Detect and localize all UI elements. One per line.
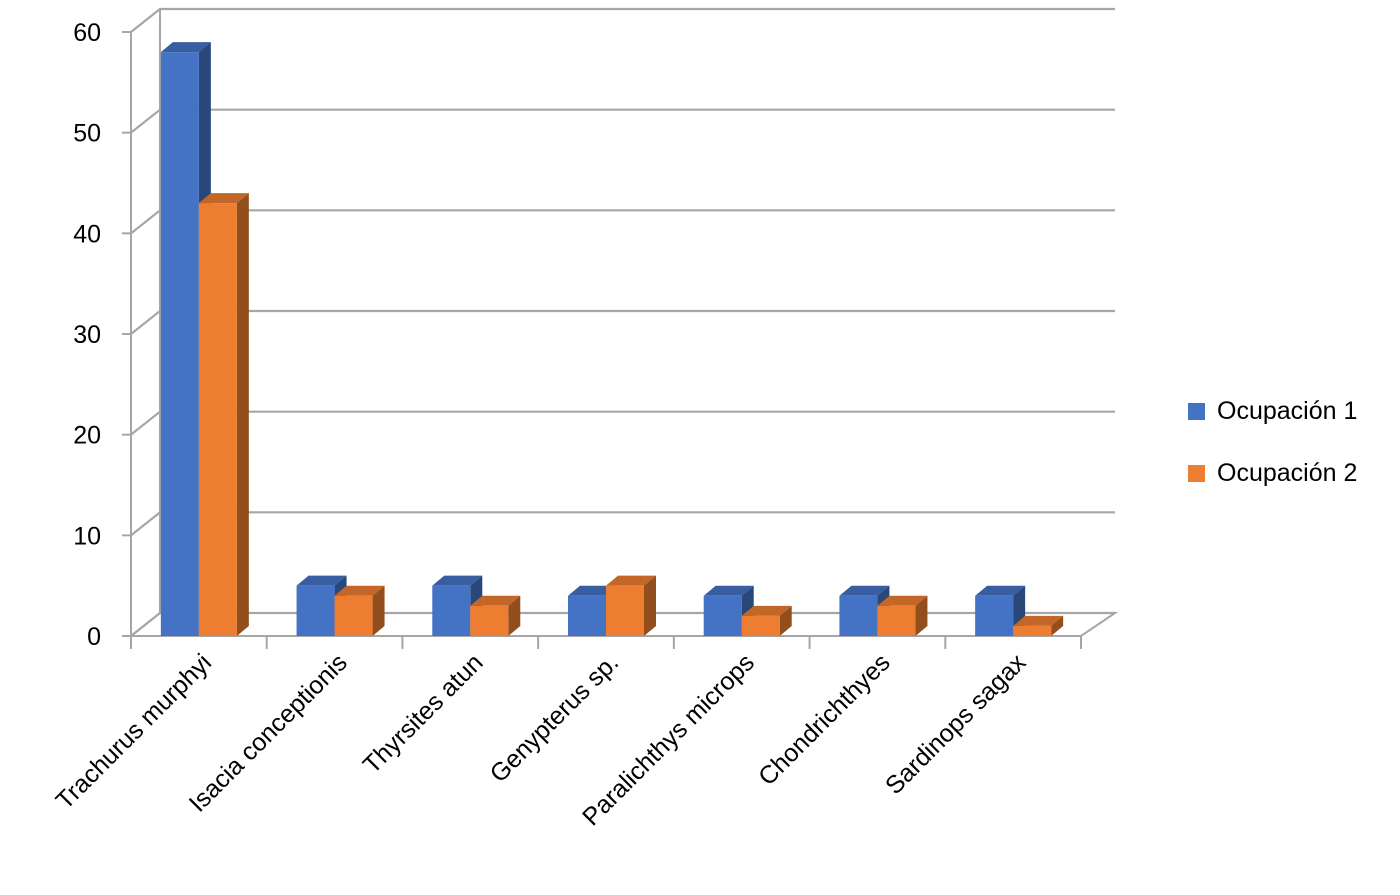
bar-side-face bbox=[508, 595, 521, 636]
legend-item-series-1: Ocupación 1 bbox=[1188, 396, 1357, 426]
bar-top-face bbox=[741, 605, 792, 616]
x-tick-label: Genypterus sp. bbox=[485, 648, 625, 788]
bar-2-series-2 bbox=[470, 595, 521, 636]
bar-front-face bbox=[877, 605, 916, 636]
bars bbox=[160, 42, 1064, 636]
bar-top-face bbox=[198, 193, 249, 204]
bar-3-series-2 bbox=[606, 575, 656, 636]
axes bbox=[122, 9, 1119, 649]
bar-front-face bbox=[334, 595, 373, 636]
bar-top-face bbox=[334, 585, 385, 596]
y-tick-labels: 0 10 20 30 40 50 60 bbox=[73, 19, 101, 651]
bar-front-face bbox=[470, 605, 509, 636]
bar-top-face bbox=[1013, 615, 1064, 626]
gridline bbox=[130, 7, 1115, 33]
bar-front-face bbox=[703, 595, 742, 636]
y-tick-label: 0 bbox=[87, 623, 101, 651]
bar-6-series-2 bbox=[1013, 615, 1064, 636]
y-tick-label: 60 bbox=[73, 19, 101, 47]
x-tick-label: Sardinops sagax bbox=[880, 648, 1032, 800]
legend-swatch-series-2 bbox=[1188, 464, 1205, 482]
legend: Ocupación 1 Ocupación 2 bbox=[1188, 396, 1357, 520]
bar-side-face bbox=[372, 585, 385, 636]
gridline bbox=[130, 309, 1115, 335]
bar-top-face bbox=[606, 575, 656, 586]
bar-top-face bbox=[160, 42, 211, 53]
bar-top-face bbox=[703, 585, 754, 596]
gridline bbox=[130, 410, 1115, 436]
bar-front-face bbox=[741, 615, 780, 636]
bar-front-face bbox=[1013, 625, 1052, 636]
bar-front-face bbox=[606, 585, 644, 636]
bar-side-face bbox=[236, 193, 249, 636]
gridline bbox=[130, 511, 1115, 537]
y-tick-label: 40 bbox=[73, 220, 101, 248]
bar-side-face bbox=[1051, 615, 1064, 636]
bar-1-series-2 bbox=[334, 585, 385, 636]
bar-front-face bbox=[160, 52, 199, 636]
x-tick-label: Chondrichthyes bbox=[753, 648, 896, 791]
bar-front-face bbox=[198, 203, 237, 636]
gridline bbox=[130, 108, 1115, 134]
bar-top-face bbox=[296, 575, 347, 586]
gridlines bbox=[130, 7, 1115, 637]
gridline bbox=[130, 209, 1115, 235]
bar-front-face bbox=[975, 595, 1014, 636]
y-tick-label: 30 bbox=[73, 321, 101, 349]
y-tick-label: 50 bbox=[73, 120, 101, 148]
legend-label-series-1: Ocupación 1 bbox=[1217, 396, 1358, 425]
bar-side-face bbox=[915, 595, 928, 636]
y-tick-label: 10 bbox=[73, 522, 101, 550]
bar-front-face bbox=[568, 595, 606, 636]
bar-side-face bbox=[644, 575, 656, 636]
bar-5-series-2 bbox=[877, 595, 928, 636]
bar-0-series-2 bbox=[198, 193, 249, 636]
bar-front-face bbox=[296, 585, 335, 636]
legend-swatch-series-1 bbox=[1188, 402, 1205, 420]
legend-label-series-2: Ocupación 2 bbox=[1217, 458, 1358, 487]
x-tick-label: Thyrsites atun bbox=[358, 648, 489, 779]
legend-item-series-2: Ocupación 2 bbox=[1188, 458, 1357, 488]
bar-top-face bbox=[432, 575, 483, 586]
bar-4-series-2 bbox=[741, 605, 792, 636]
bar-side-face bbox=[779, 605, 792, 636]
bar-top-face bbox=[839, 585, 890, 596]
bar-4-series-1 bbox=[703, 585, 754, 636]
bar-top-face bbox=[975, 585, 1026, 596]
bar-top-face bbox=[877, 595, 928, 606]
bar-front-face bbox=[432, 585, 471, 636]
y-tick-label: 20 bbox=[73, 422, 101, 450]
bar-top-face bbox=[470, 595, 521, 606]
bar-top-face bbox=[568, 585, 618, 596]
bar-front-face bbox=[839, 595, 878, 636]
